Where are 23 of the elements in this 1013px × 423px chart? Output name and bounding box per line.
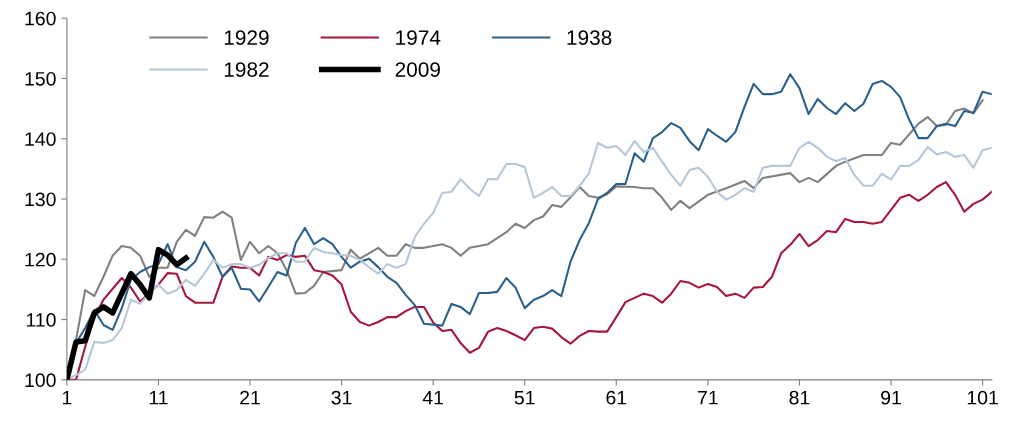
legend-label: 1974 — [396, 30, 441, 46]
x-tick-label: 21 — [240, 390, 260, 405]
x-tick-label: 1 — [62, 390, 72, 405]
y-tick-label: 160 — [25, 11, 56, 26]
x-tick-label: 101 — [967, 390, 998, 405]
y-tick-label: 120 — [25, 252, 56, 267]
x-tick-label: 61 — [606, 390, 627, 405]
y-tick-label: 110 — [26, 313, 56, 327]
y-tick-label: 150 — [25, 71, 56, 86]
legend-label: 1938 — [567, 30, 612, 46]
x-tick-label: 51 — [514, 390, 535, 405]
y-tick-label: 140 — [25, 132, 56, 146]
x-tick-label: 31 — [331, 390, 352, 405]
x-tick-label: 81 — [789, 390, 810, 405]
x-tick-label: 41 — [422, 390, 444, 405]
y-tick-label: 100 — [25, 373, 56, 388]
x-tick-label: 71 — [698, 390, 718, 405]
legend-label: 1982 — [224, 62, 269, 77]
y-tick-label: 130 — [25, 192, 56, 207]
legend-label: 1929 — [224, 30, 269, 46]
x-tick-label: 91 — [881, 390, 901, 405]
x-tick-label: 11 — [149, 390, 168, 405]
legend-label: 2009 — [395, 62, 440, 77]
